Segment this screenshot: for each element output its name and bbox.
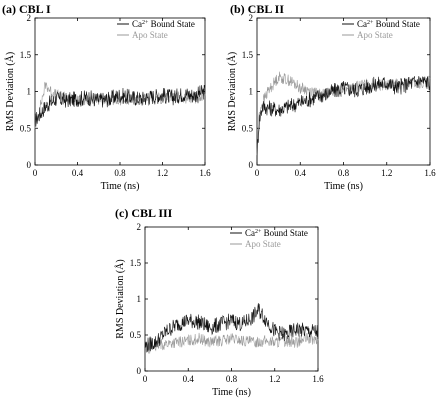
- x-tick-label-b-0: 0: [255, 168, 260, 178]
- legend-entry-c-1: Apo State: [245, 239, 281, 249]
- plot-frame-c: [144, 226, 319, 372]
- y-tick-label-b-3: 1.5: [242, 50, 254, 60]
- y-tick-label-b-2: 1: [249, 87, 254, 97]
- x-tick-label-c-2: 0.8: [226, 374, 238, 384]
- legend-entry-a-1: Apo State: [132, 30, 168, 40]
- panel-c: (c) CBL III 0 0.4 0.8 1.2 1.6 0 0.5 1 1.5 2 Time (…: [114, 206, 324, 398]
- y-axis-label-a: RMS Deviation (Å): [4, 52, 16, 131]
- x-tick-label-b-1: 0.4: [295, 168, 307, 178]
- series-line-c-bound: [144, 303, 319, 353]
- x-axis-label-c: Time (ns): [212, 387, 251, 398]
- legend-entry-b-1: Apo State: [357, 30, 393, 40]
- plot-b: 0 0.4 0.8 1.2 1.6 0 0.5 1 1.5 2 Time (ns) RMS Devia…: [226, 13, 436, 192]
- legend-entry-b-0: Ca2+ Bound State: [357, 19, 420, 29]
- y-tick-label-b-0: 0: [249, 160, 254, 170]
- y-tick-label-a-4: 2: [27, 13, 32, 23]
- x-tick-label-c-1: 0.4: [183, 374, 195, 384]
- x-tick-label-a-4: 1.6: [199, 168, 211, 178]
- series-line-a-apo: [34, 81, 206, 129]
- series-line-c-apo: [144, 332, 319, 354]
- y-tick-label-b-1: 0.5: [242, 123, 254, 133]
- legend-entry-a-0: Ca2+ Bound State: [132, 19, 195, 29]
- x-tick-label-b-2: 0.8: [338, 168, 350, 178]
- y-axis-label-c: RMS Deviation (Å): [114, 259, 126, 338]
- x-tick-label-b-4: 1.6: [424, 168, 436, 178]
- plot-a: 0 0.4 0.8 1.2 1.6 0 0.5 1 1.5 2 Time (ns) RMS Devia…: [4, 13, 211, 192]
- x-tick-label-a-0: 0: [33, 168, 38, 178]
- panel-c-label: (c) CBL III: [115, 206, 173, 220]
- y-tick-label-c-1: 0.5: [130, 330, 142, 340]
- x-tick-label-b-3: 1.2: [381, 168, 392, 178]
- y-axis-label-b: RMS Deviation (Å): [226, 52, 238, 131]
- y-tick-label-c-3: 1.5: [130, 258, 142, 268]
- x-axis-label-a: Time (ns): [101, 181, 140, 192]
- y-tick-label-a-0: 0: [27, 160, 32, 170]
- plot-frame-a: [34, 17, 206, 166]
- legend-entry-c-0: Ca2+ Bound State: [245, 228, 308, 238]
- y-tick-label-a-3: 1.5: [20, 50, 32, 60]
- panel-a: (a) CBL I 0 0.4 0.8 1.2 1.6 0 0.5 1 1.5 2 Time (ns…: [2, 2, 211, 192]
- panel-a-label: (a) CBL I: [2, 2, 51, 16]
- y-tick-label-c-4: 2: [137, 222, 142, 232]
- series-line-b-bound: [256, 76, 431, 164]
- plot-c: 0 0.4 0.8 1.2 1.6 0 0.5 1 1.5 2 Time (ns) RMS Devia…: [114, 222, 324, 398]
- series-line-a-bound: [34, 85, 206, 127]
- x-tick-label-c-4: 1.6: [312, 374, 324, 384]
- y-tick-label-c-0: 0: [137, 366, 142, 376]
- panel-b: (b) CBL II 0 0.4 0.8 1.2 1.6 0 0.5 1 1.5 2 Time (n…: [226, 2, 436, 192]
- x-tick-label-a-2: 0.8: [114, 168, 126, 178]
- y-tick-label-a-1: 0.5: [20, 123, 32, 133]
- x-tick-label-a-1: 0.4: [72, 168, 84, 178]
- x-tick-label-a-3: 1.2: [157, 168, 168, 178]
- y-tick-label-c-2: 1: [137, 294, 142, 304]
- x-axis-label-b: Time (ns): [324, 181, 363, 192]
- y-tick-label-a-2: 1: [27, 87, 32, 97]
- panel-b-label: (b) CBL II: [230, 2, 284, 16]
- y-tick-label-b-4: 2: [249, 13, 254, 23]
- x-tick-label-c-0: 0: [143, 374, 148, 384]
- x-tick-label-c-3: 1.2: [269, 374, 280, 384]
